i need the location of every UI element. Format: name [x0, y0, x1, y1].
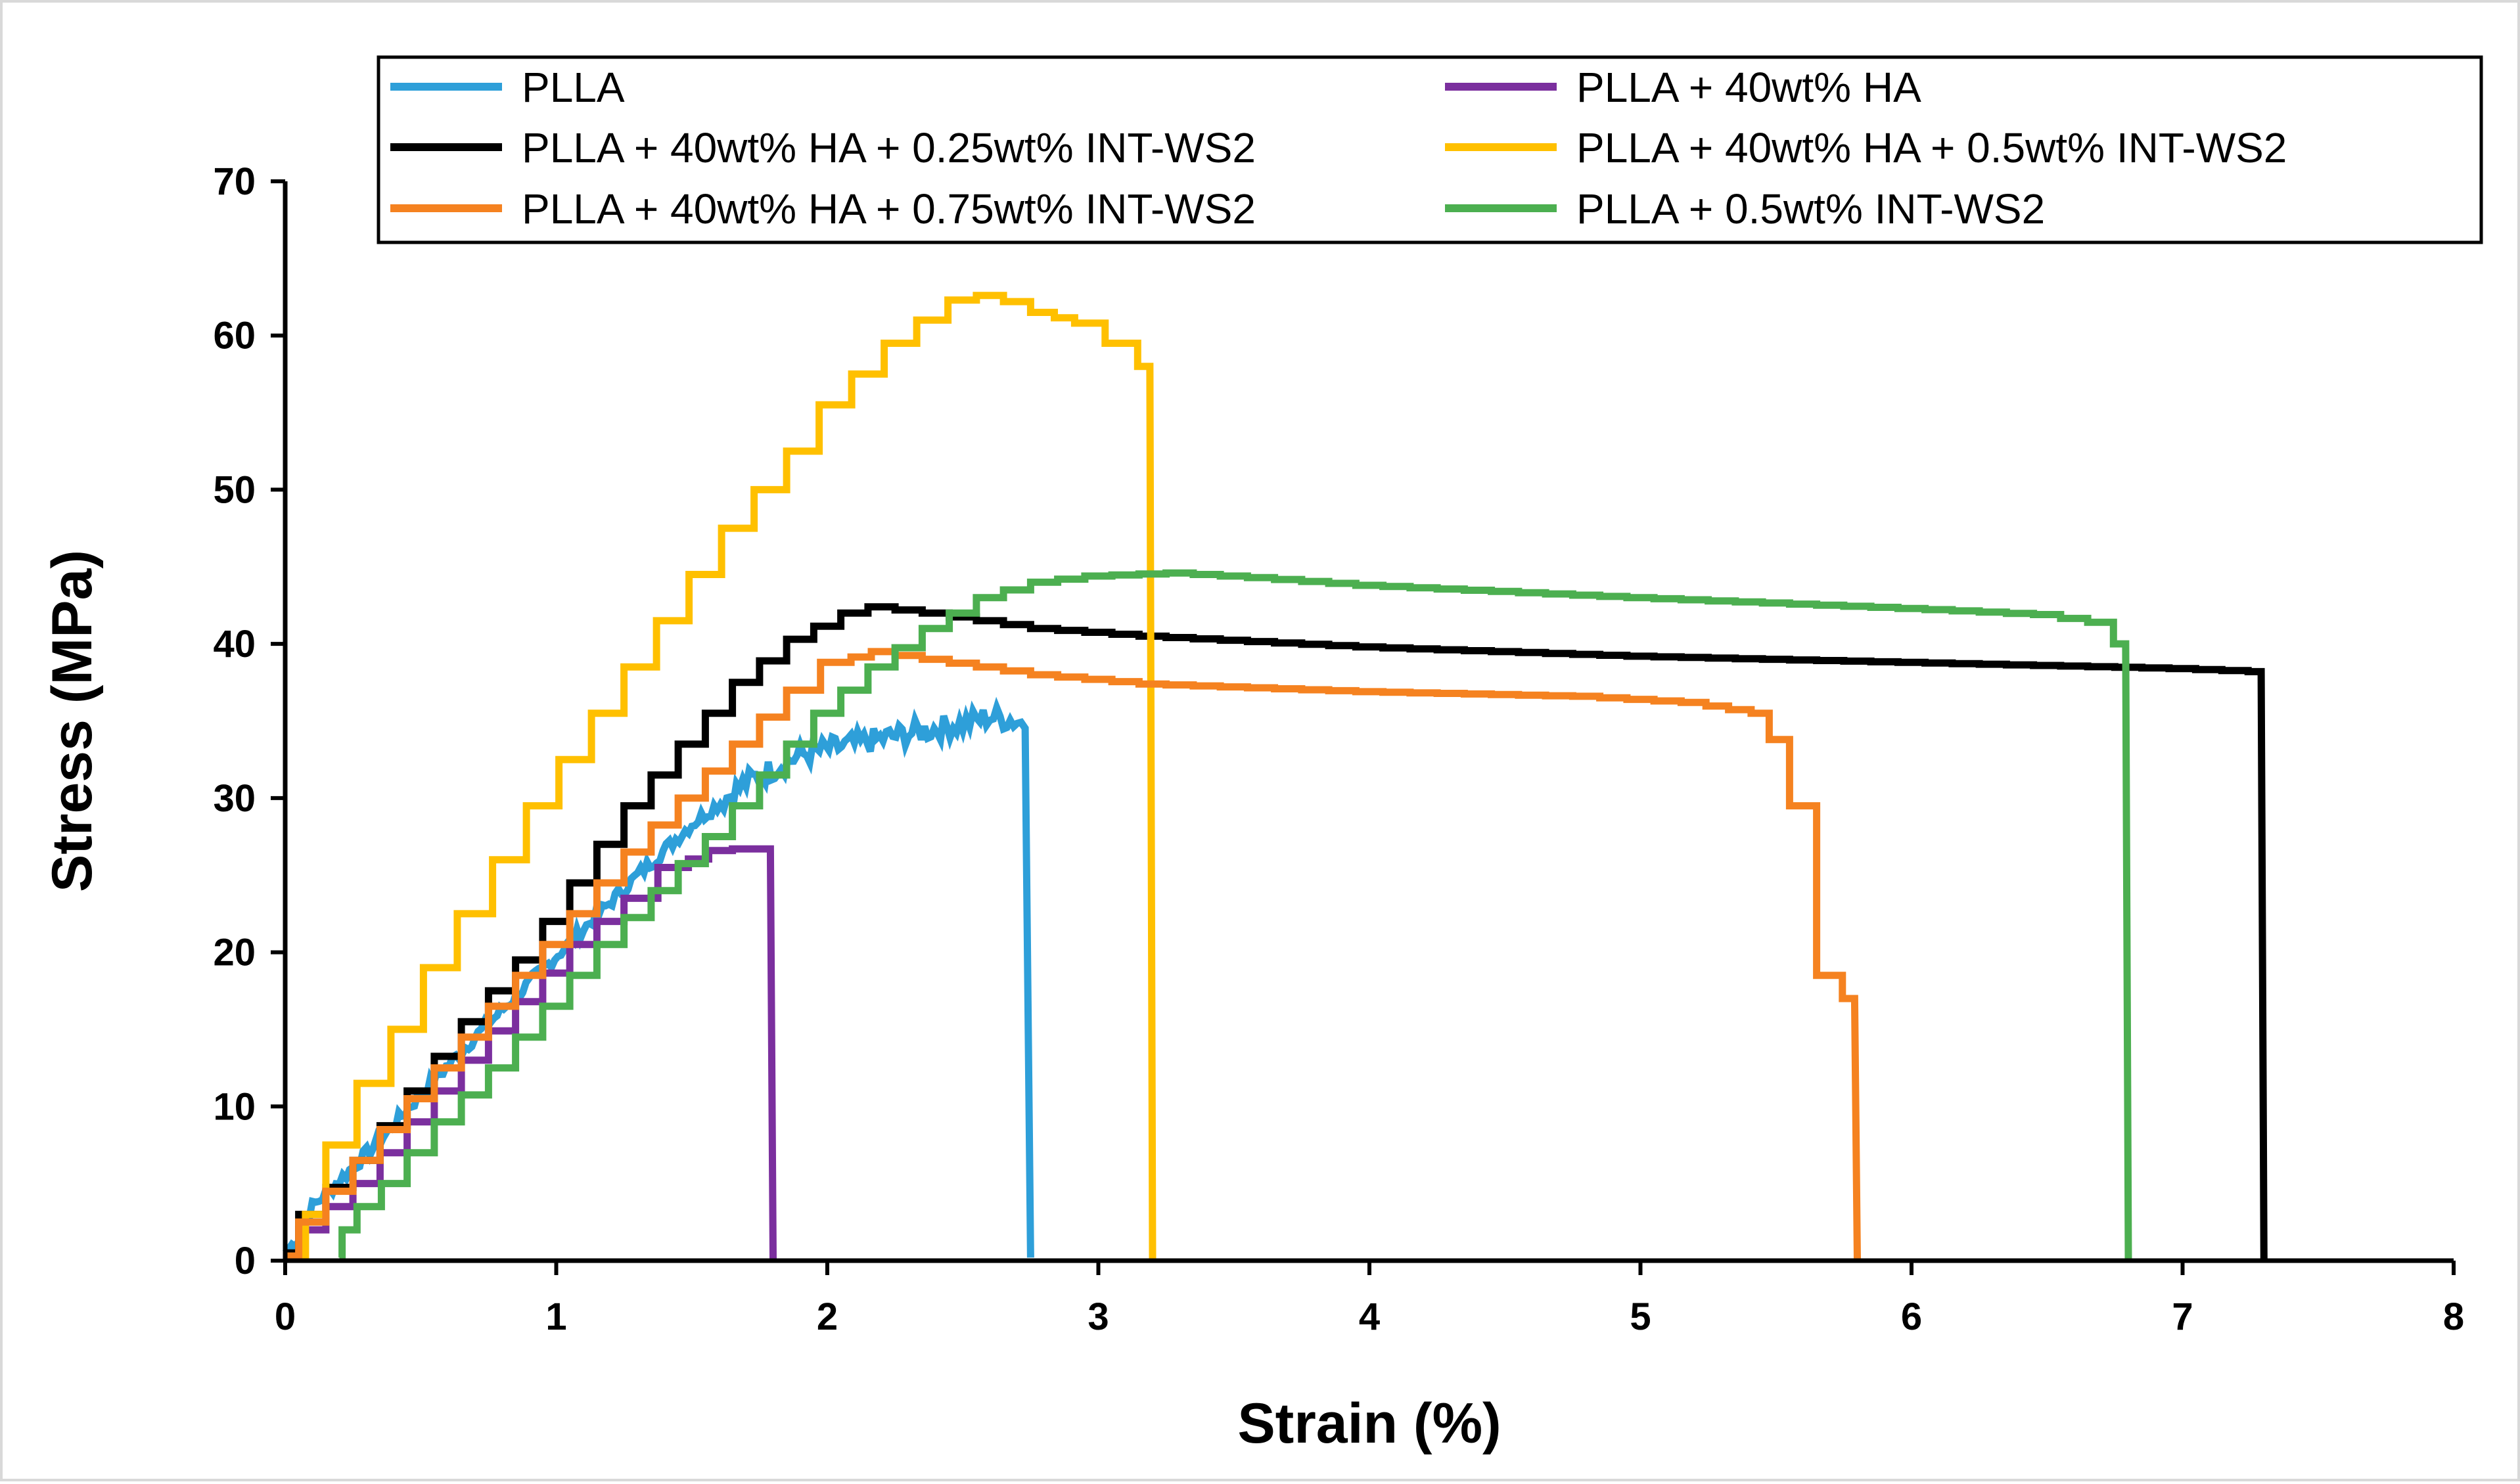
- legend: PLLA PLLA + 40wt% HA PLLA + 40wt% HA + 0.2…: [377, 55, 2483, 244]
- legend-label-5: PLLA + 0.5wt% INT-WS2: [1576, 185, 2045, 233]
- legend-box: [377, 55, 2483, 244]
- y-tick-label: 0: [235, 1240, 256, 1282]
- x-tick-label: 0: [275, 1295, 296, 1338]
- y-tick-label: 10: [213, 1085, 256, 1128]
- y-tick-label: 70: [213, 160, 256, 203]
- series-line-3: [298, 292, 1157, 1260]
- legend-label-4: PLLA + 40wt% HA + 0.75wt% INT-WS2: [522, 185, 1256, 233]
- x-tick-label: 2: [817, 1295, 838, 1338]
- series-line-4: [285, 648, 1861, 1260]
- legend-label-0: PLLA: [522, 64, 625, 111]
- y-tick-label: 20: [213, 932, 256, 974]
- x-tick-label: 1: [545, 1295, 566, 1338]
- labels-layer: 0 10 20 30 40 50 60 70 0 1 2 3 4 5 6 7 8 Strain (%) Stress…: [41, 160, 2464, 1455]
- stress-strain-chart: 0 10 20 30 40 50 60 70 0 1 2 3 4 5 6 7 8 Strain (%) Stress…: [41, 55, 2483, 1455]
- axes-layer: [271, 179, 2456, 1275]
- series-line-1: [285, 845, 777, 1261]
- x-tick-label: 7: [2172, 1295, 2193, 1338]
- x-tick-label: 6: [1901, 1295, 1922, 1338]
- x-tick-label: 4: [1359, 1295, 1380, 1338]
- y-tick-label: 60: [213, 315, 256, 357]
- x-tick-label: 5: [1630, 1295, 1651, 1338]
- series-line-0: [282, 696, 1034, 1258]
- x-axis-title: Strain (%): [1237, 1392, 1501, 1455]
- y-tick-label: 50: [213, 468, 256, 511]
- legend-label-3: PLLA + 40wt% HA + 0.5wt% INT-WS2: [1576, 124, 2287, 171]
- y-axis-title: Stress (MPa): [41, 550, 104, 892]
- x-tick-label: 8: [2443, 1295, 2464, 1338]
- legend-label-2: PLLA + 40wt% HA + 0.25wt% INT-WS2: [522, 124, 1256, 171]
- y-tick-label: 40: [213, 623, 256, 665]
- legend-label-1: PLLA + 40wt% HA: [1576, 64, 1921, 111]
- series-layer: [282, 292, 2268, 1261]
- series-line-5: [338, 569, 2132, 1261]
- x-tick-label: 3: [1088, 1295, 1109, 1338]
- y-tick-label: 30: [213, 777, 256, 820]
- series-line-2: [285, 603, 2268, 1259]
